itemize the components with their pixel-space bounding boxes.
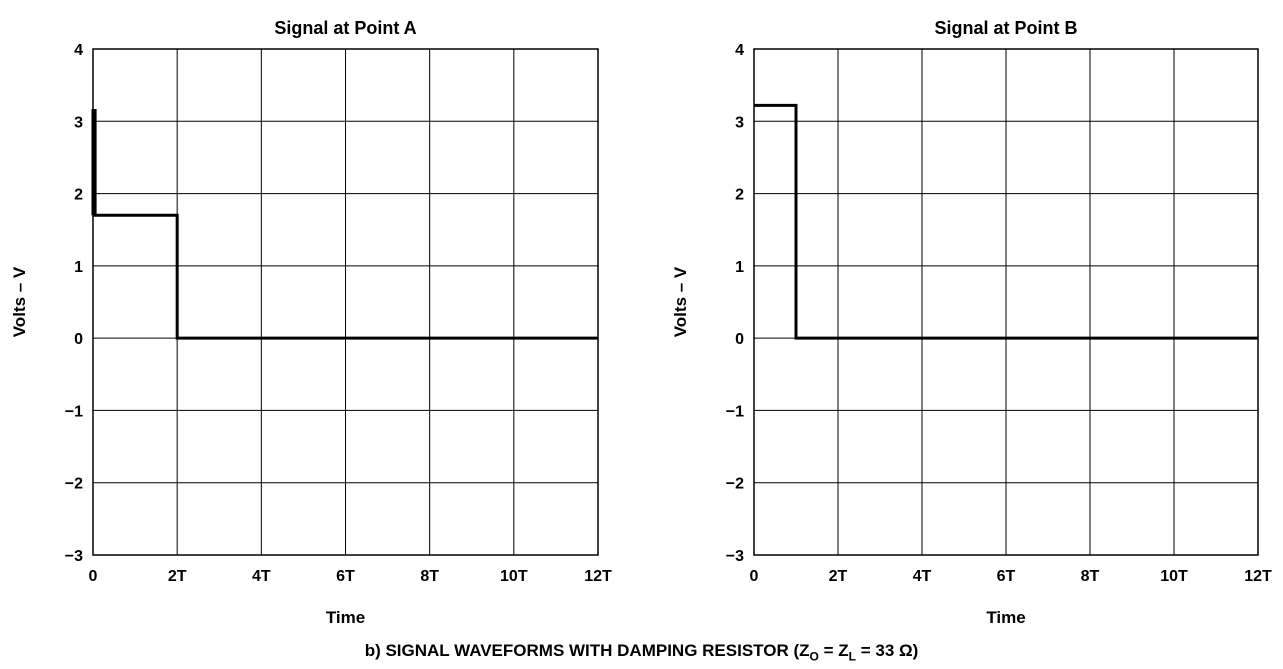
x-tick-label: 10T (1160, 568, 1188, 585)
x-tick-label: 0 (89, 568, 98, 585)
y-tick-label: 2 (74, 187, 83, 204)
chart-title: Signal at Point B (934, 18, 1077, 38)
x-tick-label: 12T (1244, 568, 1272, 585)
x-tick-label: 4T (252, 568, 271, 585)
chart-panel-b: 4 3 2 1 0 −1 −2 −3 0 2T 4T 6T 8T 10T 12T Signal at Poin… (671, 18, 1272, 627)
x-tick-label: 4T (913, 568, 932, 585)
y-tick-label: −3 (726, 548, 744, 565)
y-tick-label: 3 (74, 114, 83, 131)
signal-waveform-line (754, 103, 1258, 340)
x-axis-label: Time (326, 608, 365, 627)
x-tick-label: 2T (168, 568, 187, 585)
x-tick-label: 0 (750, 568, 759, 585)
chart-panel-a: 4 3 2 1 0 −1 −2 −3 0 2T 4T 6T 8T 10T 12T Signal at Poin… (10, 18, 612, 627)
y-tick-label: 4 (735, 42, 744, 59)
y-tick-label: 0 (74, 331, 83, 348)
y-tick-label: 2 (735, 187, 744, 204)
y-axis-label: Volts – V (671, 266, 690, 337)
x-tick-label: 8T (420, 568, 439, 585)
y-tick-label: 1 (74, 259, 83, 276)
x-tick-label: 6T (336, 568, 355, 585)
y-tick-label: 4 (74, 42, 83, 59)
y-tick-label: −3 (65, 548, 83, 565)
x-tick-label: 12T (584, 568, 612, 585)
y-axis-label: Volts – V (10, 266, 29, 337)
y-tick-label: 1 (735, 259, 744, 276)
figure-caption: b) SIGNAL WAVEFORMS WITH DAMPING RESISTO… (364, 641, 919, 664)
plot-frame (92, 48, 599, 556)
x-axis-label: Time (986, 608, 1025, 627)
y-tick-label: 3 (735, 114, 744, 131)
y-tick-label: −1 (726, 403, 744, 420)
x-tick-label: 10T (500, 568, 528, 585)
x-tick-label: 8T (1081, 568, 1100, 585)
y-tick-label: −1 (65, 403, 83, 420)
x-tick-label: 2T (829, 568, 848, 585)
y-tick-label: −2 (726, 476, 744, 493)
x-tick-label: 6T (997, 568, 1016, 585)
plot-frame (753, 48, 1259, 556)
chart-title: Signal at Point A (274, 18, 416, 38)
signal-waveform-line (91, 108, 598, 340)
y-tick-label: 0 (735, 331, 744, 348)
y-tick-label: −2 (65, 476, 83, 493)
